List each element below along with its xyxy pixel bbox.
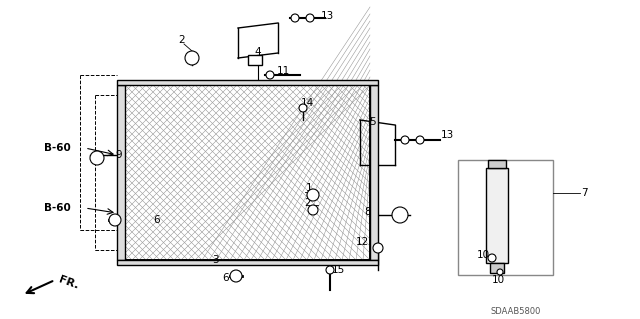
Circle shape (497, 269, 503, 275)
Text: 1: 1 (306, 183, 312, 193)
Bar (370, 85, 378, 260)
Circle shape (230, 270, 242, 282)
Circle shape (392, 207, 408, 223)
Text: 3: 3 (212, 255, 218, 265)
Circle shape (307, 189, 319, 201)
Text: 4: 4 (255, 47, 261, 57)
Circle shape (306, 14, 314, 22)
Text: 8: 8 (365, 207, 371, 217)
Text: 10: 10 (476, 250, 490, 260)
Bar (486, 168, 508, 263)
Bar (125, 85, 370, 260)
Circle shape (416, 136, 424, 144)
Bar (490, 263, 504, 273)
Text: SDAAB5800: SDAAB5800 (491, 308, 541, 316)
Circle shape (185, 51, 199, 65)
Circle shape (308, 205, 318, 215)
Circle shape (291, 14, 299, 22)
Text: 2: 2 (179, 35, 186, 45)
Bar (488, 160, 506, 168)
Circle shape (90, 151, 104, 165)
Text: 13: 13 (440, 130, 454, 140)
Bar (125, 85, 370, 260)
Bar (117, 260, 378, 265)
Circle shape (401, 136, 409, 144)
Text: 11: 11 (276, 66, 290, 76)
Text: 7: 7 (580, 188, 588, 198)
Text: B-60: B-60 (44, 203, 70, 213)
Text: 6: 6 (223, 273, 229, 283)
Text: 13: 13 (321, 11, 333, 21)
Text: 14: 14 (300, 98, 314, 108)
Text: 6: 6 (154, 215, 160, 225)
Text: 5: 5 (369, 117, 375, 127)
Bar (458, 160, 553, 275)
Circle shape (109, 214, 121, 226)
Text: 15: 15 (332, 265, 344, 275)
Bar (117, 80, 378, 85)
Bar (248, 55, 262, 65)
Circle shape (299, 104, 307, 112)
Circle shape (326, 266, 334, 274)
Text: 12: 12 (355, 237, 369, 247)
Bar (117, 85, 125, 260)
Text: 2: 2 (305, 198, 311, 208)
Circle shape (373, 243, 383, 253)
Text: B-60: B-60 (44, 143, 70, 153)
Text: 9: 9 (116, 150, 122, 160)
Text: FR.: FR. (57, 275, 80, 291)
Text: 10: 10 (492, 275, 504, 285)
Circle shape (266, 71, 274, 79)
Circle shape (488, 254, 496, 262)
